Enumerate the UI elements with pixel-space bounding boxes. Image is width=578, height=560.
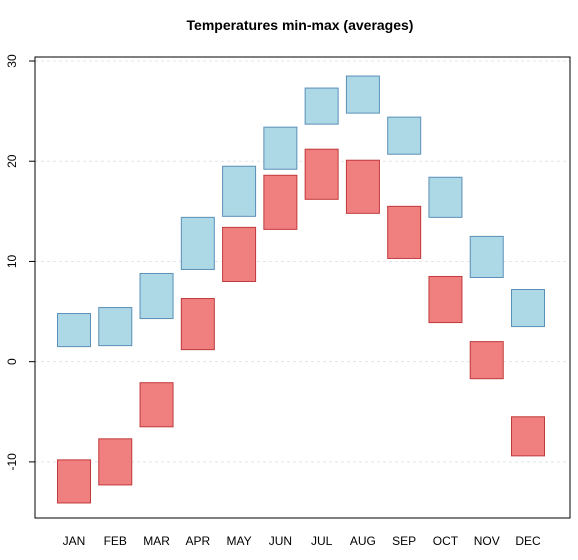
x-tick-label: AUG — [350, 534, 376, 548]
high-range-bar — [469, 235, 504, 278]
x-tick-label: JUL — [311, 534, 333, 548]
y-tick-label: -10 — [5, 453, 19, 471]
high-range-bar — [57, 313, 91, 348]
low-range-bar — [511, 416, 545, 457]
y-axis: -10 0 10 20 30 — [5, 54, 35, 471]
high-range-bar — [98, 307, 133, 347]
chart-title: Temperatures min-max (averages) — [187, 17, 414, 33]
x-tick-label: FEB — [104, 534, 127, 548]
x-tick-label: JAN — [63, 534, 86, 548]
bars-layer — [57, 75, 545, 504]
high-range-bar — [345, 75, 380, 114]
low-range-bar — [222, 226, 257, 282]
y-tick-label: 30 — [5, 54, 19, 68]
high-range-bar — [511, 289, 545, 328]
x-tick-label: APR — [185, 534, 210, 548]
low-range-bar — [469, 341, 504, 380]
x-tick-label: OCT — [433, 534, 459, 548]
low-range-bar — [263, 174, 298, 230]
y-tick-label: 20 — [5, 154, 19, 168]
low-range-bar — [180, 298, 215, 351]
low-range-bar — [139, 382, 174, 428]
x-tick-label: JUN — [269, 534, 292, 548]
low-range-bar — [98, 438, 133, 486]
high-range-bar — [139, 272, 174, 320]
high-range-bar — [263, 126, 298, 170]
low-range-bar — [345, 159, 380, 214]
low-range-bar — [304, 148, 339, 200]
low-range-bar — [387, 205, 422, 259]
x-tick-label: SEP — [392, 534, 416, 548]
high-range-bar — [180, 216, 215, 270]
high-range-bar — [222, 165, 257, 217]
high-range-bar — [428, 176, 463, 218]
y-tick-label: 0 — [5, 358, 19, 365]
low-range-bar — [57, 459, 91, 504]
x-tick-label: MAR — [143, 534, 170, 548]
low-range-bar — [428, 275, 463, 324]
x-axis: JAN FEB MAR APR MAY JUN JUL AUG SEP OCT NOV DEC — [63, 534, 541, 548]
y-tick-label: 10 — [5, 254, 19, 268]
high-range-bar — [304, 87, 339, 125]
x-tick-label: NOV — [474, 534, 500, 548]
x-tick-label: DEC — [515, 534, 541, 548]
x-tick-label: MAY — [227, 534, 252, 548]
high-range-bar — [387, 116, 422, 155]
plot-frame — [34, 56, 571, 519]
